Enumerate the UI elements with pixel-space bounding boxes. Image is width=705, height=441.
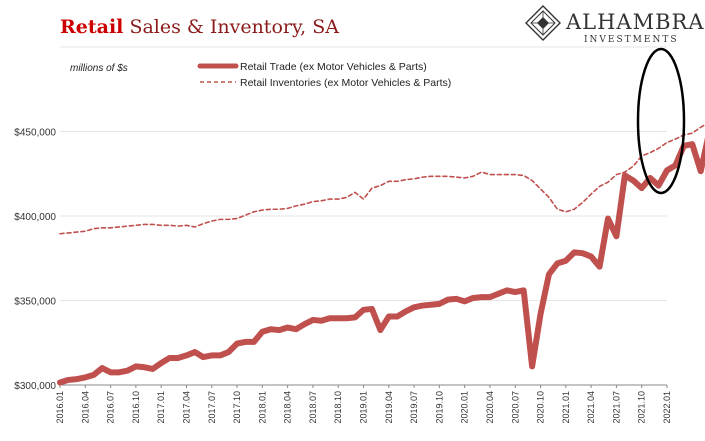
brand-sub: INVESTMENTS — [584, 35, 679, 45]
x-tick-label: 2019.01 — [359, 391, 369, 424]
x-tick-label: 2018.01 — [257, 391, 267, 424]
x-tick-label: 2022.01 — [662, 391, 672, 424]
annotation-ellipse — [636, 47, 686, 195]
x-tick-label: 2017.01 — [156, 391, 166, 424]
chart-title: Retail Sales & Inventory, SA — [60, 16, 339, 38]
legend-label-inventories: Retail Inventories (ex Motor Vehicles & … — [240, 77, 451, 89]
x-tick-label: 2019.04 — [384, 391, 394, 424]
x-tick-label: 2020.04 — [485, 391, 495, 424]
x-tick-label: 2016.10 — [131, 391, 141, 424]
x-tick-label: 2018.04 — [283, 391, 293, 424]
chart-title-lead: Retail — [60, 16, 123, 38]
y-tick-label: $400,000 — [14, 212, 56, 223]
chart-title-rest: Sales & Inventory, SA — [123, 16, 339, 38]
alhambra-logo: ALHAMBRA INVESTMENTS — [525, 5, 705, 45]
x-tick-label: 2017.07 — [207, 391, 217, 424]
x-tick-label: 2019.07 — [409, 391, 419, 424]
x-axis: 2016.01 2016.04 2016.07 2016.10 2017.01 2017.… — [55, 384, 672, 424]
x-tick-label: 2017.04 — [181, 391, 191, 424]
x-tick-label: 2017.10 — [232, 391, 242, 424]
x-tick-label: 2018.07 — [308, 391, 318, 424]
y-tick-label: $450,000 — [14, 128, 56, 139]
brand-name: ALHAMBRA — [565, 10, 705, 34]
y-axis: $300,000 $350,000 $400,000 $450,000 — [14, 128, 56, 393]
x-tick-label: 2021.10 — [637, 391, 647, 424]
x-tick-label: 2016.07 — [106, 391, 116, 424]
x-tick-label: 2018.10 — [333, 391, 343, 424]
y-tick-label: $300,000 — [14, 381, 56, 392]
x-tick-label: 2016.01 — [55, 391, 65, 424]
diamond-logo-icon — [525, 5, 561, 41]
unit-label: millions of $s — [70, 63, 128, 74]
x-tick-label: 2020.01 — [460, 391, 470, 424]
legend: Retail Trade (ex Motor Vehicles & Parts)… — [197, 61, 451, 89]
x-tick-label: 2019.10 — [434, 391, 444, 424]
x-tick-label: 2021.07 — [611, 391, 621, 424]
series-line-retail-inventories — [59, 123, 705, 235]
x-tick-label: 2021.04 — [586, 391, 596, 424]
series-line-retail-trade — [57, 137, 705, 386]
legend-label-trade: Retail Trade (ex Motor Vehicles & Parts) — [240, 61, 427, 73]
grid — [60, 46, 667, 386]
series-layer — [57, 123, 705, 386]
x-tick-label: 2021.01 — [561, 391, 571, 424]
x-tick-label: 2020.10 — [536, 391, 546, 424]
y-tick-label: $350,000 — [14, 297, 56, 308]
x-tick-label: 2016.04 — [80, 391, 90, 424]
x-tick-label: 2020.07 — [510, 391, 520, 424]
